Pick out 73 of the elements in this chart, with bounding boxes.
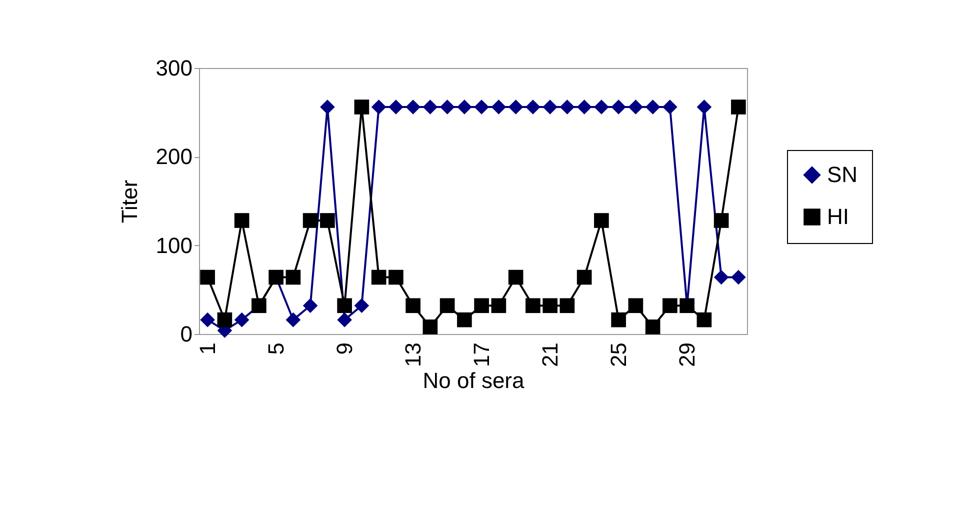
point (302, 213, 318, 228)
point (594, 213, 609, 228)
point (696, 312, 712, 328)
point (320, 100, 335, 114)
point (576, 270, 592, 285)
point (662, 100, 678, 114)
point (628, 298, 644, 314)
point (508, 270, 524, 285)
point (611, 312, 626, 328)
point (526, 298, 540, 314)
x-tick-label: 5 (264, 342, 289, 355)
point (474, 298, 489, 314)
point (320, 213, 335, 228)
point (542, 298, 558, 314)
x-tick-label: 29 (674, 342, 700, 367)
point (508, 100, 524, 114)
point (440, 298, 455, 314)
point (474, 100, 489, 114)
point (406, 100, 420, 114)
point (731, 100, 746, 114)
point (200, 270, 215, 285)
x-tick-label: 1 (195, 342, 220, 355)
point (354, 100, 370, 114)
y-tick-label: 0 (180, 322, 192, 346)
x-tick-label: 17 (469, 342, 494, 367)
x-tick-label: 21 (538, 342, 563, 367)
legend-label: SN (827, 162, 858, 187)
point (440, 100, 455, 114)
x-tick-label: 25 (606, 342, 632, 367)
y-axis-title: Titer (116, 180, 142, 224)
point (286, 270, 301, 285)
y-tick-label: 300 (156, 56, 192, 80)
y-tick-label: 200 (156, 144, 192, 170)
point (457, 312, 472, 328)
point (422, 319, 438, 334)
point (611, 100, 626, 114)
point (388, 100, 404, 114)
point (406, 298, 420, 314)
point (371, 270, 386, 285)
point (491, 298, 506, 314)
point (560, 298, 575, 314)
y-tick-label: 100 (156, 232, 192, 258)
point (526, 100, 540, 114)
point (662, 298, 678, 314)
point (560, 100, 575, 114)
point (200, 312, 215, 328)
point (576, 100, 592, 114)
point (388, 270, 404, 285)
point (714, 213, 729, 228)
point (337, 298, 352, 314)
point (645, 319, 660, 334)
point (217, 312, 232, 328)
point (491, 100, 506, 114)
legend-label: HI (827, 204, 849, 229)
point (594, 100, 609, 114)
point (645, 100, 660, 114)
point (628, 100, 644, 114)
x-tick-label: 9 (332, 342, 358, 355)
point (234, 213, 250, 228)
point (354, 298, 370, 314)
point (286, 312, 301, 328)
point (457, 100, 472, 114)
point (422, 100, 438, 114)
point (234, 312, 250, 328)
point (371, 100, 386, 114)
point (696, 100, 712, 114)
point (337, 312, 352, 328)
point (714, 270, 729, 285)
point (542, 100, 558, 114)
x-axis-title: No of sera (422, 368, 526, 393)
point (731, 270, 746, 285)
x-tick-label: 13 (400, 342, 426, 367)
point (302, 298, 318, 314)
